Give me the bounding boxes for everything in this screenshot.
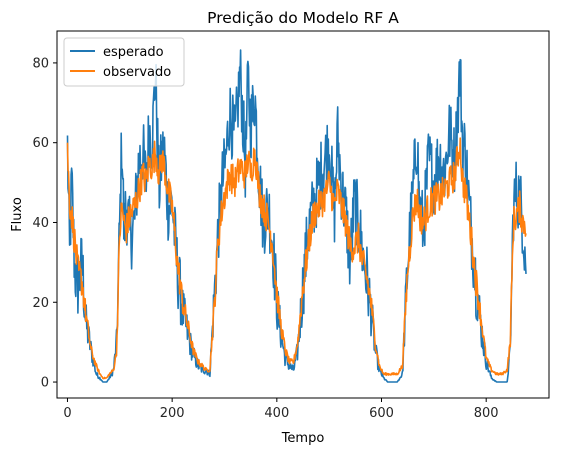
y-axis: 0 20 40 60 80 (32, 56, 57, 391)
y-tick-label: 60 (32, 136, 49, 151)
x-tick-label: 400 (264, 406, 289, 421)
plot-frame (56, 30, 550, 399)
y-axis-label: Fluxo (10, 197, 25, 232)
x-axis-label: Tempo (281, 431, 325, 446)
x-axis: 0 200 400 600 800 (63, 398, 499, 421)
x-tick-label: 800 (474, 406, 499, 421)
y-tick-label: 40 (32, 216, 49, 231)
series-layer (66, 49, 527, 383)
x-tick-label: 200 (160, 406, 185, 421)
y-tick-label: 20 (32, 296, 49, 311)
series-line-esperado (66, 49, 527, 383)
y-tick-label: 0 (41, 376, 49, 391)
series-line-observado (66, 137, 527, 380)
legend-label-observado: observado (103, 65, 171, 80)
legend-label-esperado: esperado (103, 45, 164, 60)
y-tick-label: 80 (32, 56, 49, 71)
legend: esperado observado (63, 37, 185, 87)
x-tick-label: 600 (369, 406, 394, 421)
chart-title: Predição do Modelo RF A (207, 9, 399, 27)
x-tick-label: 0 (63, 406, 71, 421)
